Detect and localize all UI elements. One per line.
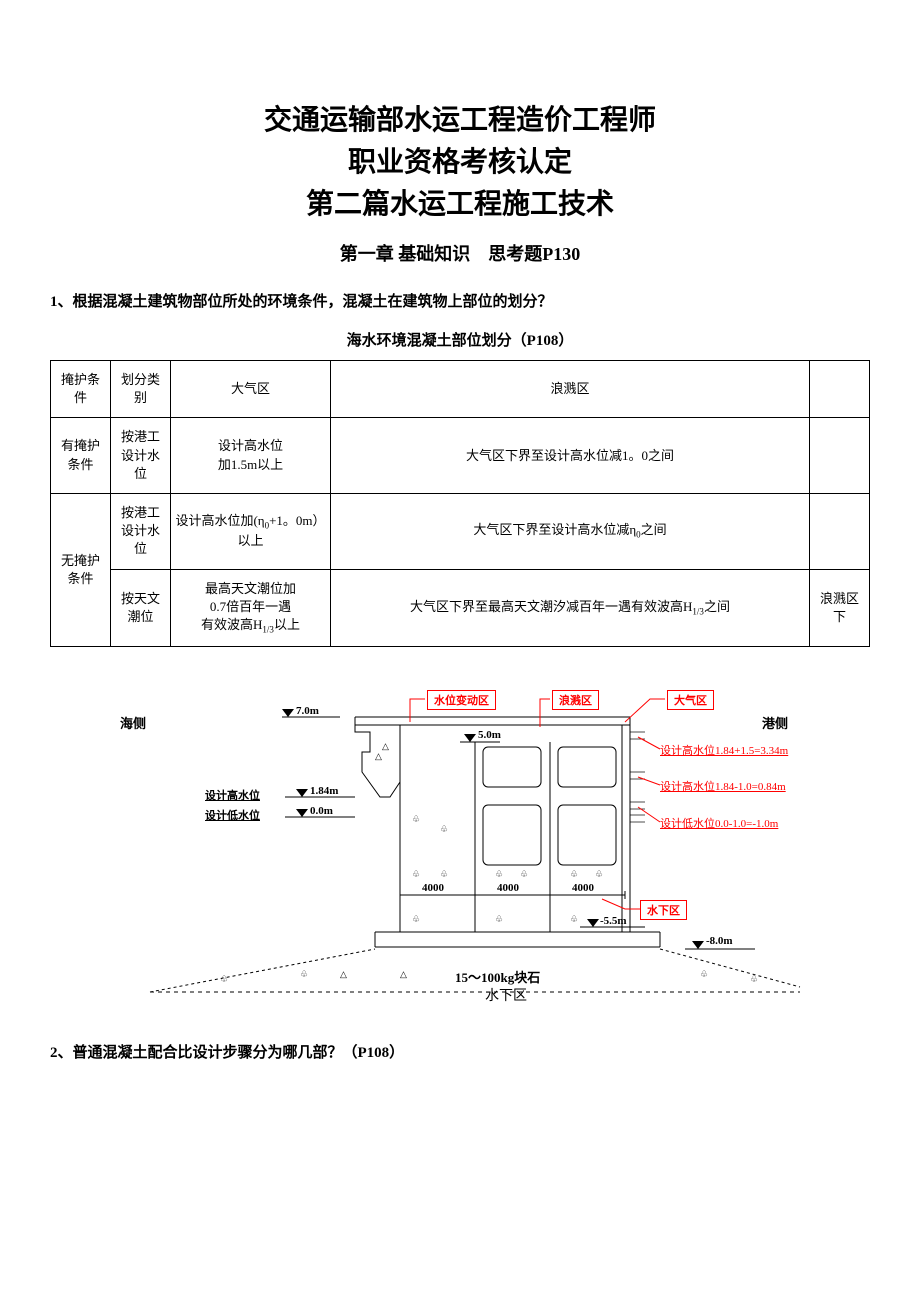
svg-text:♧: ♧ (495, 914, 503, 924)
elev-neg8: -8.0m (706, 935, 733, 947)
elev-neg55: -5.5m (600, 915, 627, 927)
port-side-label: 港侧 (762, 713, 788, 732)
zone-atm-box: 大气区 (667, 690, 714, 710)
svg-text:♧: ♧ (570, 914, 578, 924)
table-header-row: 掩护条件 划分类别 大气区 浪溅区 (51, 361, 870, 418)
calc-1: 设计高水位1.84+1.5=3.34m (660, 742, 788, 758)
svg-text:♧: ♧ (520, 869, 528, 879)
svg-text:♧: ♧ (220, 974, 228, 984)
cell: 按天文 潮位 (111, 569, 171, 647)
zone-splash-box: 浪溅区 (552, 690, 599, 710)
svg-text:♧: ♧ (570, 869, 578, 879)
design-low-label: 设计低水位 (205, 807, 260, 823)
cell: 设计高水位加(η0+1。0m）以上 (171, 493, 331, 569)
design-low-val: 0.0m (310, 805, 333, 817)
svg-text:♧: ♧ (412, 869, 420, 879)
sea-side-label: 海侧 (120, 713, 146, 732)
cell: 按港工 设计水位 (111, 493, 171, 569)
diagram-container: △△ ♧♧ ♧♧ ♧♧ ♧♧ ♧♧♧ ♧♧ ♧♧ △△ 海侧 (50, 677, 870, 1017)
th-5 (810, 361, 870, 418)
elev-5: 5.0m (478, 729, 501, 741)
svg-text:♧: ♧ (412, 814, 420, 824)
design-high-val: 1.84m (310, 785, 338, 797)
cell: 设计高水位 加1.5m以上 (171, 418, 331, 494)
svg-text:△: △ (340, 969, 347, 979)
svg-text:♧: ♧ (750, 974, 758, 984)
calc-3: 设计低水位0.0-1.0=-1.0m (660, 815, 778, 831)
title-line-2: 职业资格考核认定 (50, 142, 870, 184)
table-row: 无掩护 条件 按港工 设计水位 设计高水位加(η0+1。0m）以上 大气区下界至… (51, 493, 870, 569)
th-4: 浪溅区 (331, 361, 810, 418)
svg-text:△: △ (375, 751, 382, 761)
title-block: 交通运输部水运工程造价工程师 职业资格考核认定 第二篇水运工程施工技术 第一章 … (50, 100, 870, 266)
diagram-svg: △△ ♧♧ ♧♧ ♧♧ ♧♧ ♧♧♧ ♧♧ ♧♧ △△ (100, 677, 820, 1017)
svg-text:♧: ♧ (412, 914, 420, 924)
cell: 最高天文潮位加 0.7倍百年一遇 有效波高H1/3以上 (171, 569, 331, 647)
dim-3: 4000 (572, 882, 594, 894)
cell: 浪溅区下 (810, 569, 870, 647)
rubble-label: 15～100kg块石 (455, 967, 540, 986)
cell: 无掩护 条件 (51, 493, 111, 646)
svg-text:♧: ♧ (300, 969, 308, 979)
under-zone-label: 水下区 (485, 985, 527, 1005)
cell (810, 493, 870, 569)
th-3: 大气区 (171, 361, 331, 418)
title-line-1: 交通运输部水运工程造价工程师 (50, 100, 870, 142)
dim-1: 4000 (422, 882, 444, 894)
table-caption: 海水环境混凝土部位划分（P108） (50, 329, 870, 350)
elev-7: 7.0m (296, 705, 319, 717)
svg-text:♧: ♧ (495, 869, 503, 879)
dim-2: 4000 (497, 882, 519, 894)
cell: 有掩护 条件 (51, 418, 111, 494)
cell (810, 418, 870, 494)
zone-fluct-box: 水位变动区 (427, 690, 496, 710)
cell: 按港工 设计水位 (111, 418, 171, 494)
svg-text:△: △ (400, 969, 407, 979)
svg-text:♧: ♧ (700, 969, 708, 979)
svg-text:△: △ (382, 741, 389, 751)
cell: 大气区下界至设计高水位减η0之间 (331, 493, 810, 569)
cell: 大气区下界至最高天文潮汐减百年一遇有效波高H1/3之间 (331, 569, 810, 647)
svg-text:♧: ♧ (595, 869, 603, 879)
zone-table: 掩护条件 划分类别 大气区 浪溅区 有掩护 条件 按港工 设计水位 设计高水位 … (50, 360, 870, 647)
cross-section-diagram: △△ ♧♧ ♧♧ ♧♧ ♧♧ ♧♧♧ ♧♧ ♧♧ △△ 海侧 (100, 677, 820, 1017)
svg-text:♧: ♧ (440, 869, 448, 879)
cell: 大气区下界至设计高水位减1。0之间 (331, 418, 810, 494)
subtitle: 第一章 基础知识 思考题P130 (50, 240, 870, 266)
calc-2: 设计高水位1.84-1.0=0.84m (660, 778, 786, 794)
title-line-3: 第二篇水运工程施工技术 (50, 184, 870, 226)
question-2: 2、普通混凝土配合比设计步骤分为哪几部？（P108） (50, 1041, 870, 1062)
design-high-label: 设计高水位 (205, 787, 260, 803)
table-row: 有掩护 条件 按港工 设计水位 设计高水位 加1.5m以上 大气区下界至设计高水… (51, 418, 870, 494)
th-2: 划分类别 (111, 361, 171, 418)
svg-text:♧: ♧ (440, 824, 448, 834)
question-1: 1、根据混凝土建筑物部位所处的环境条件，混凝土在建筑物上部位的划分？ (50, 290, 870, 311)
table-row: 按天文 潮位 最高天文潮位加 0.7倍百年一遇 有效波高H1/3以上 大气区下界… (51, 569, 870, 647)
th-1: 掩护条件 (51, 361, 111, 418)
zone-under-box: 水下区 (640, 900, 687, 920)
